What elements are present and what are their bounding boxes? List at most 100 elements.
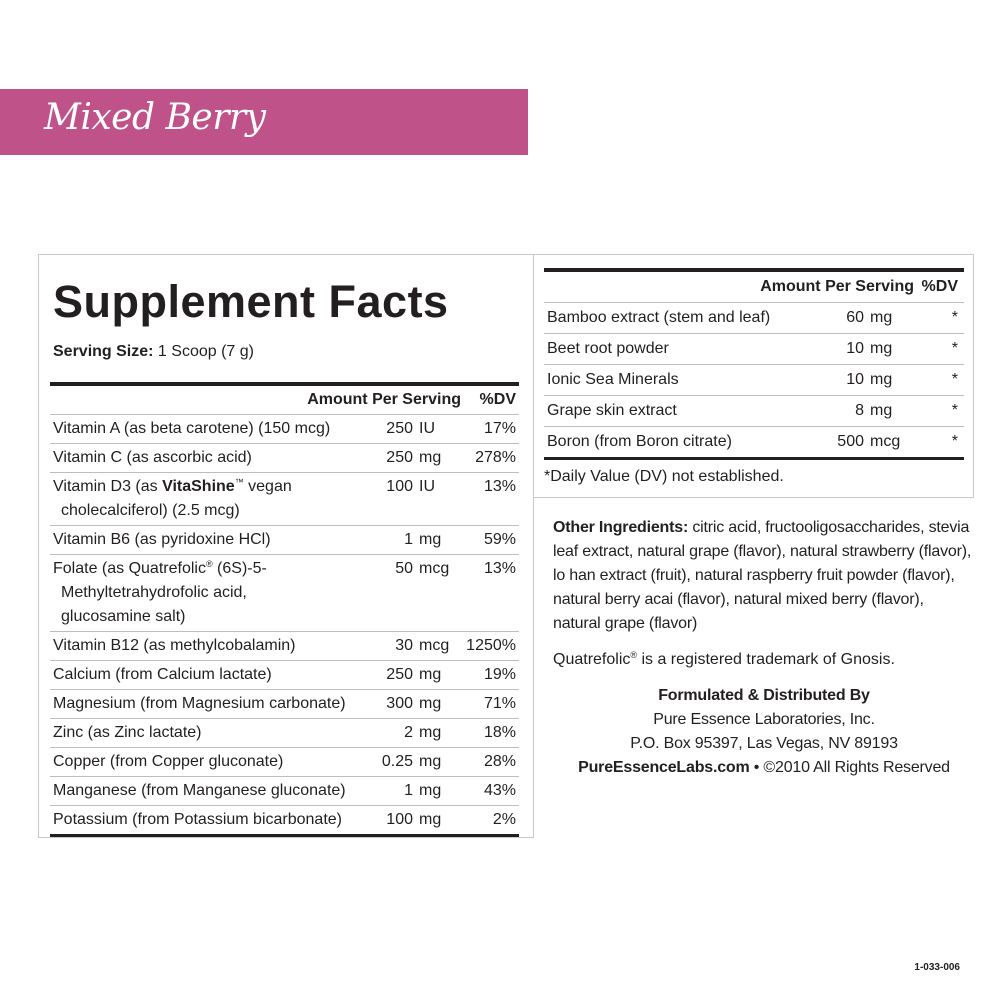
- nutrient-name-cell: Manganese (from Manganese gluconate): [50, 779, 368, 803]
- additional-ingredients-panel: [533, 254, 974, 498]
- dv-value: 278%: [475, 449, 516, 466]
- nutrient-name: Vitamin A (as beta carotene) (150 mcg): [53, 420, 331, 437]
- table-row: Vitamin B6 (as pyridoxine HCl) 1 mg 59%: [50, 525, 519, 554]
- table-row: Zinc (as Zinc lactate) 2 mg 18%: [50, 718, 519, 747]
- nutrient-name-continued: glucosamine salt): [61, 608, 186, 625]
- dv-value: 28%: [483, 753, 516, 770]
- ingredient-name: Bamboo extract (stem and leaf): [547, 309, 771, 326]
- amount-value: 10: [846, 371, 864, 388]
- nutrient-name-part: vegan: [243, 478, 292, 495]
- nutrient-name-cell: Magnesium (from Magnesium carbonate): [50, 692, 368, 716]
- ingredient-column: Amount Per Serving %DV Bamboo extract (st…: [544, 268, 964, 488]
- amount-value: 250: [386, 449, 413, 466]
- dv-header: %DV: [921, 278, 958, 295]
- amount-header: Amount Per Serving: [760, 278, 914, 295]
- amount-value: 500: [837, 433, 864, 450]
- ingredient-name: Beet root powder: [547, 340, 669, 357]
- table-header: Amount Per Serving %DV: [544, 272, 964, 302]
- other-ingredients: Other Ingredients: citric acid, fructool…: [553, 516, 975, 636]
- dv-footnote: *Daily Value (DV) not established.: [544, 468, 784, 485]
- amount-value: 60: [846, 309, 864, 326]
- dv-value: *: [951, 371, 958, 388]
- nutrient-name-part: Folate (as Quatrefolic: [53, 560, 206, 577]
- copyright: • ©2010 All Rights Reserved: [749, 759, 950, 776]
- facts-title: Supplement Facts: [53, 276, 449, 327]
- product-code: 1-033-006: [914, 962, 960, 973]
- dv-value: 43%: [483, 782, 516, 799]
- table-row: Grape skin extract 8 mg *: [544, 395, 964, 426]
- nutrient-name: Calcium (from Calcium lactate): [53, 666, 272, 683]
- table-row: Copper (from Copper gluconate) 0.25 mg 28%: [50, 747, 519, 776]
- serving-size: Serving Size: 1 Scoop (7 g): [53, 343, 254, 361]
- amount-value: 10: [846, 340, 864, 357]
- ingredient-name: Grape skin extract: [547, 402, 677, 419]
- nutrient-name-cell: Folate (as Quatrefolic® (6S)-5- Methyltet…: [50, 557, 368, 629]
- amount-unit: mg: [419, 811, 442, 828]
- amount-value: 8: [855, 402, 864, 419]
- table-header: Amount Per Serving %DV: [50, 386, 519, 414]
- amount-unit: mcg: [419, 560, 450, 577]
- dv-value: 71%: [483, 695, 516, 712]
- nutrient-name: Magnesium (from Magnesium carbonate): [53, 695, 346, 712]
- amount-unit: mg: [419, 782, 442, 799]
- table-row: Vitamin A (as beta carotene) (150 mcg) 25…: [50, 414, 519, 443]
- nutrient-name-cell: Vitamin B12 (as methylcobalamin): [50, 634, 368, 658]
- table-row: Ionic Sea Minerals 10 mg *: [544, 364, 964, 395]
- nutrient-name: Copper (from Copper gluconate): [53, 753, 284, 770]
- amount-unit: mg: [419, 753, 442, 770]
- dv-value: 1250%: [466, 637, 516, 654]
- amount-unit: mg: [419, 531, 442, 548]
- nutrient-name-cell: Potassium (from Potassium bicarbonate): [50, 808, 368, 832]
- amount-value: 250: [386, 666, 413, 683]
- amount-unit: mcg: [419, 637, 450, 654]
- nutrient-name-cell: Vitamin B6 (as pyridoxine HCl): [50, 528, 368, 552]
- nutrient-name-cell: Vitamin C (as ascorbic acid): [50, 446, 368, 470]
- table-row: Vitamin D3 (as VitaShine™ vegan cholecalc…: [50, 472, 519, 525]
- amount-unit: IU: [419, 478, 435, 495]
- table-row: Vitamin B12 (as methylcobalamin) 30 mcg 125…: [50, 631, 519, 660]
- amount-value: 100: [386, 478, 413, 495]
- tm-b: is a registered trademark of Gnosis.: [637, 651, 895, 668]
- amount-value: 30: [395, 637, 413, 654]
- amount-value: 250: [386, 420, 413, 437]
- company-website: PureEssenceLabs.com: [578, 759, 750, 776]
- amount-unit: mcg: [870, 433, 901, 450]
- nutrient-name-cell: Vitamin A (as beta carotene) (150 mcg): [50, 417, 368, 441]
- supplement-facts-panel: [38, 254, 534, 838]
- table-row: Boron (from Boron citrate) 500 mcg *: [544, 426, 964, 457]
- ingredient-name: Boron (from Boron citrate): [547, 433, 732, 450]
- table-row: Magnesium (from Magnesium carbonate) 300 m…: [50, 689, 519, 718]
- other-ingredients-text: citric acid, fructooligosaccharides, ste…: [553, 519, 972, 632]
- nutrient-name-continued: Methyltetrahydrofolic acid,: [61, 584, 247, 601]
- amount-header: Amount Per Serving: [307, 391, 461, 408]
- nutrient-name-continued: cholecalciferol) (2.5 mcg): [61, 502, 240, 519]
- amount-unit: mg: [870, 340, 893, 357]
- flavor-name: Mixed Berry: [44, 97, 266, 138]
- amount-unit: mg: [419, 449, 442, 466]
- nutrient-name-part: (6S)-5-: [212, 560, 267, 577]
- registered-symbol: ®: [205, 559, 213, 569]
- dv-value: 13%: [483, 560, 516, 577]
- flavor-banner: Mixed Berry: [0, 89, 528, 155]
- amount-unit: mg: [870, 371, 893, 388]
- company-heading: Formulated & Distributed By: [658, 687, 870, 704]
- dv-value: 18%: [483, 724, 516, 741]
- amount-unit: mg: [870, 402, 893, 419]
- nutrient-name-cell: Calcium (from Calcium lactate): [50, 663, 368, 687]
- dv-value: *: [951, 402, 958, 419]
- table-row: Vitamin C (as ascorbic acid) 250 mg 278%: [50, 443, 519, 472]
- dv-value: 17%: [483, 420, 516, 437]
- amount-unit: mg: [419, 724, 442, 741]
- nutrient-name-cell: Zinc (as Zinc lactate): [50, 721, 368, 745]
- nutrient-name-cell: Vitamin D3 (as VitaShine™ vegan cholecalc…: [50, 475, 368, 523]
- nutrient-name: Vitamin B12 (as methylcobalamin): [53, 637, 296, 654]
- amount-value: 1: [404, 531, 413, 548]
- amount-unit: IU: [419, 420, 435, 437]
- nutrient-name: Vitamin C (as ascorbic acid): [53, 449, 252, 466]
- dv-value: 19%: [483, 666, 516, 683]
- label-text-column: Other Ingredients: citric acid, fructool…: [553, 516, 975, 780]
- nutrient-name-part: Vitamin D3 (as: [53, 478, 163, 495]
- company-name: Pure Essence Laboratories, Inc.: [653, 711, 875, 728]
- amount-value: 2: [404, 724, 413, 741]
- table-row: Folate (as Quatrefolic® (6S)-5- Methyltet…: [50, 554, 519, 631]
